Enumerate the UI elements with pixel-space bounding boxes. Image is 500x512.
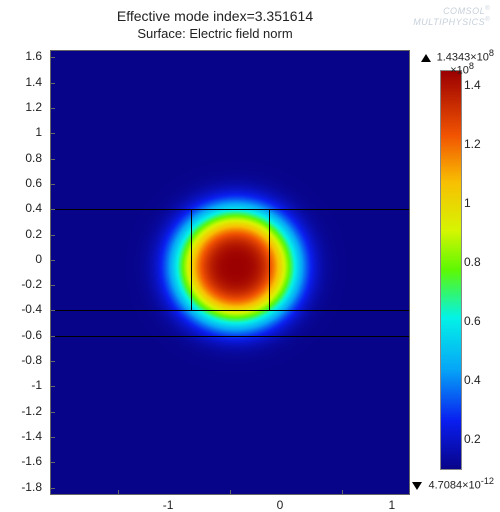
colorbar-ticks: 0.20.40.60.811.21.4 [464,70,494,470]
colorbar [440,70,462,470]
chart-title: Effective mode index=3.351614 [0,8,430,24]
logo-line1: COMSOL [443,6,485,16]
colorbar-canvas [441,71,461,469]
heatmap-canvas [51,51,409,494]
triangle-up-icon [421,54,431,62]
colorbar-exponent: ×108 [450,61,474,77]
plot-area: -101 [50,50,410,495]
colorbar-min: 4.7084×10-12 [412,476,494,492]
triangle-down-icon [412,482,422,490]
y-tick-labels: -1.8-1.6-1.4-1.2-1-0.8-0.6-0.4-0.200.20.… [0,50,46,495]
chart-subtitle: Surface: Electric field norm [0,26,430,41]
